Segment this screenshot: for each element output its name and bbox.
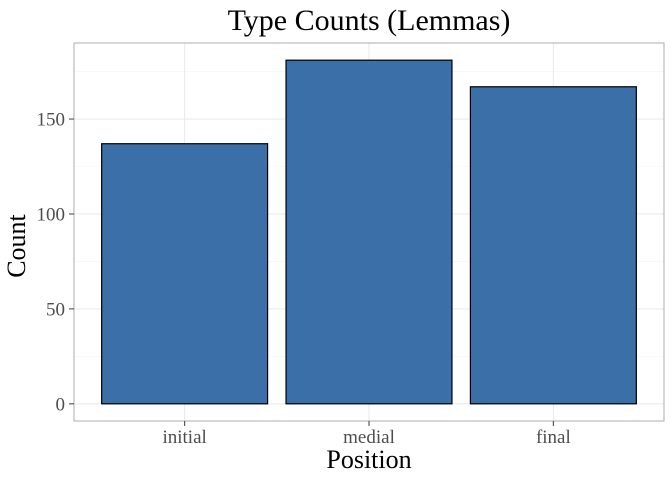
bar-initial: [101, 143, 269, 405]
y-tick-label: 0: [56, 394, 66, 415]
x-tick-label: medial: [343, 427, 395, 448]
y-tick-label: 50: [46, 299, 65, 320]
bar-medial: [285, 59, 453, 405]
chart-title: Type Counts (Lemmas): [228, 4, 511, 37]
y-tick-label: 100: [37, 204, 66, 225]
bars: [101, 59, 637, 405]
y-tick-label: 150: [37, 110, 66, 131]
bar-final: [469, 86, 637, 405]
x-tick-label: final: [536, 427, 571, 448]
x-tick-label: initial: [162, 427, 206, 448]
x-axis-title: Position: [326, 445, 411, 474]
x-axis: initial medial final: [162, 421, 571, 448]
y-axis-title: Count: [2, 213, 31, 277]
y-axis: 0 50 100 150: [37, 110, 74, 415]
